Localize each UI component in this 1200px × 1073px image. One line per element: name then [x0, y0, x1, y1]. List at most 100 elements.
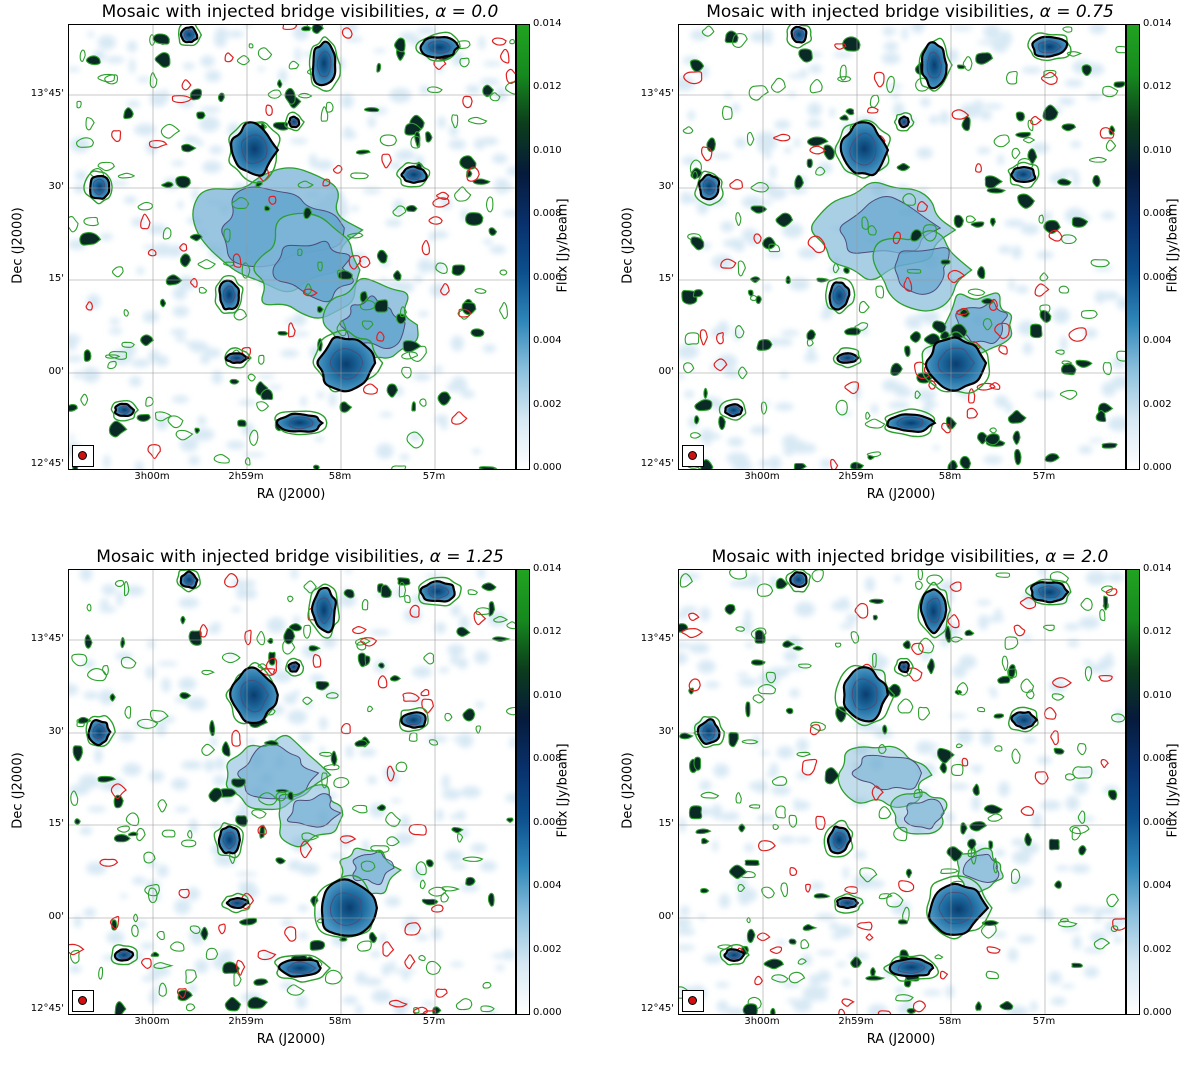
- x-tick-label: 57m: [1032, 1016, 1056, 1027]
- y-tick-label: 00': [48, 366, 64, 377]
- x-tick-label: 58m: [938, 1016, 962, 1027]
- colorbar-tick-label: 0.006: [1143, 816, 1172, 828]
- colorbar-tick-label: 0.010: [533, 144, 562, 156]
- colorbar-tick-label: 0.004: [1143, 335, 1172, 347]
- y-tick-label: 00': [48, 911, 64, 922]
- y-tick-label: 15': [658, 273, 674, 284]
- beam-marker: [72, 445, 94, 467]
- colorbar-tick-label: 0.008: [533, 208, 562, 220]
- colorbar-label: Flux [Jy/beam]: [1165, 198, 1181, 293]
- y-tick-label: 12°45': [30, 1003, 64, 1014]
- y-tick-label: 30': [658, 181, 674, 192]
- colorbar-label: Flux [Jy/beam]: [555, 743, 571, 838]
- colorbar-tick-label: 0.010: [1143, 144, 1172, 156]
- panel-title: Mosaic with injected bridge visibilities…: [610, 0, 1200, 24]
- y-tick-label: 13°45': [30, 633, 64, 644]
- colorbar-tick-label: 0.014: [1143, 18, 1172, 29]
- colorbar-tick-label: 0.000: [1143, 462, 1172, 473]
- colorbar-tick-label: 0.014: [533, 563, 562, 574]
- colorbar-tick-label: 0.002: [1143, 398, 1172, 410]
- x-axis-label: RA (J2000): [256, 487, 326, 502]
- x-tick-label: 57m: [1032, 471, 1056, 482]
- panel-p2: Mosaic with injected bridge visibilities…: [610, 0, 1200, 528]
- colorbar-tick-label: 0.008: [1143, 753, 1172, 765]
- colorbar-tick-label: 0.002: [1143, 943, 1172, 955]
- y-tick-label: 30': [48, 726, 64, 737]
- colorbar-tick-label: 0.004: [533, 880, 562, 892]
- sky-image: [678, 24, 1126, 470]
- colorbar-tick-label: 0.004: [533, 335, 562, 347]
- panel-p1: Mosaic with injected bridge visibilities…: [0, 0, 600, 528]
- y-tick-label: 12°45': [640, 1003, 674, 1014]
- x-tick-label: 3h00m: [744, 1016, 780, 1027]
- x-tick-label: 3h00m: [134, 471, 170, 482]
- y-tick-label: 15': [48, 818, 64, 829]
- colorbar: [1126, 24, 1140, 470]
- colorbar-tick-label: 0.000: [533, 462, 562, 473]
- beam-ellipse: [78, 996, 87, 1005]
- sky-image: [68, 569, 516, 1015]
- x-tick-label: 2h59m: [228, 471, 264, 482]
- colorbar-label: Flux [Jy/beam]: [555, 198, 571, 293]
- beam-ellipse: [78, 451, 87, 460]
- colorbar: [516, 569, 530, 1015]
- colorbar-tick-label: 0.012: [533, 81, 562, 93]
- title-alpha: α = 2.0: [1045, 547, 1109, 567]
- colorbar-tick-label: 0.006: [1143, 271, 1172, 283]
- colorbar-tick-label: 0.002: [533, 943, 562, 955]
- y-axis-label: Dec (J2000): [10, 207, 26, 284]
- y-tick-label: 12°45': [30, 458, 64, 469]
- beam-marker: [682, 445, 704, 467]
- colorbar: [1126, 569, 1140, 1015]
- beam-marker: [72, 990, 94, 1012]
- y-tick-label: 15': [658, 818, 674, 829]
- colorbar-tick-label: 0.012: [1143, 81, 1172, 93]
- colorbar-tick-label: 0.002: [533, 398, 562, 410]
- colorbar-tick-label: 0.000: [1143, 1007, 1172, 1018]
- panel-title: Mosaic with injected bridge visibilities…: [0, 0, 600, 24]
- x-tick-label: 2h59m: [838, 1016, 874, 1027]
- x-axis-label: RA (J2000): [866, 1032, 936, 1047]
- colorbar-tick-label: 0.008: [1143, 208, 1172, 220]
- y-tick-label: 30': [48, 181, 64, 192]
- panel-p4: Mosaic with injected bridge visibilities…: [610, 545, 1200, 1073]
- y-tick-label: 00': [658, 366, 674, 377]
- y-tick-label: 12°45': [640, 458, 674, 469]
- y-tick-label: 00': [658, 911, 674, 922]
- panel-title: Mosaic with injected bridge visibilities…: [0, 545, 600, 569]
- title-alpha: α = 1.25: [429, 547, 504, 567]
- colorbar-tick-label: 0.014: [1143, 563, 1172, 574]
- x-tick-label: 2h59m: [838, 471, 874, 482]
- colorbar-tick-label: 0.014: [533, 18, 562, 29]
- title-text: Mosaic with injected bridge visibilities…: [96, 547, 430, 567]
- panel-p3: Mosaic with injected bridge visibilities…: [0, 545, 600, 1073]
- x-axis-label: RA (J2000): [866, 487, 936, 502]
- x-tick-label: 58m: [328, 1016, 352, 1027]
- x-tick-label: 2h59m: [228, 1016, 264, 1027]
- colorbar-tick-label: 0.006: [533, 271, 562, 283]
- colorbar-tick-label: 0.006: [533, 816, 562, 828]
- x-tick-label: 58m: [938, 471, 962, 482]
- y-tick-label: 30': [658, 726, 674, 737]
- x-tick-label: 57m: [422, 1016, 446, 1027]
- colorbar-tick-label: 0.010: [1143, 689, 1172, 701]
- colorbar: [516, 24, 530, 470]
- colorbar-tick-label: 0.004: [1143, 880, 1172, 892]
- title-alpha: α = 0.75: [1039, 2, 1114, 22]
- y-axis-label: Dec (J2000): [620, 752, 636, 829]
- colorbar-tick-label: 0.012: [533, 626, 562, 638]
- colorbar-tick-label: 0.000: [533, 1007, 562, 1018]
- colorbar-label: Flux [Jy/beam]: [1165, 743, 1181, 838]
- title-text: Mosaic with injected bridge visibilities…: [706, 2, 1040, 22]
- sky-image: [678, 569, 1126, 1015]
- colorbar-tick-label: 0.012: [1143, 626, 1172, 638]
- beam-ellipse: [688, 451, 697, 460]
- y-tick-label: 13°45': [30, 88, 64, 99]
- x-tick-label: 57m: [422, 471, 446, 482]
- beam-ellipse: [688, 996, 697, 1005]
- y-tick-label: 13°45': [640, 633, 674, 644]
- panel-title: Mosaic with injected bridge visibilities…: [610, 545, 1200, 569]
- x-tick-label: 3h00m: [134, 1016, 170, 1027]
- title-text: Mosaic with injected bridge visibilities…: [711, 547, 1046, 567]
- x-axis-label: RA (J2000): [256, 1032, 326, 1047]
